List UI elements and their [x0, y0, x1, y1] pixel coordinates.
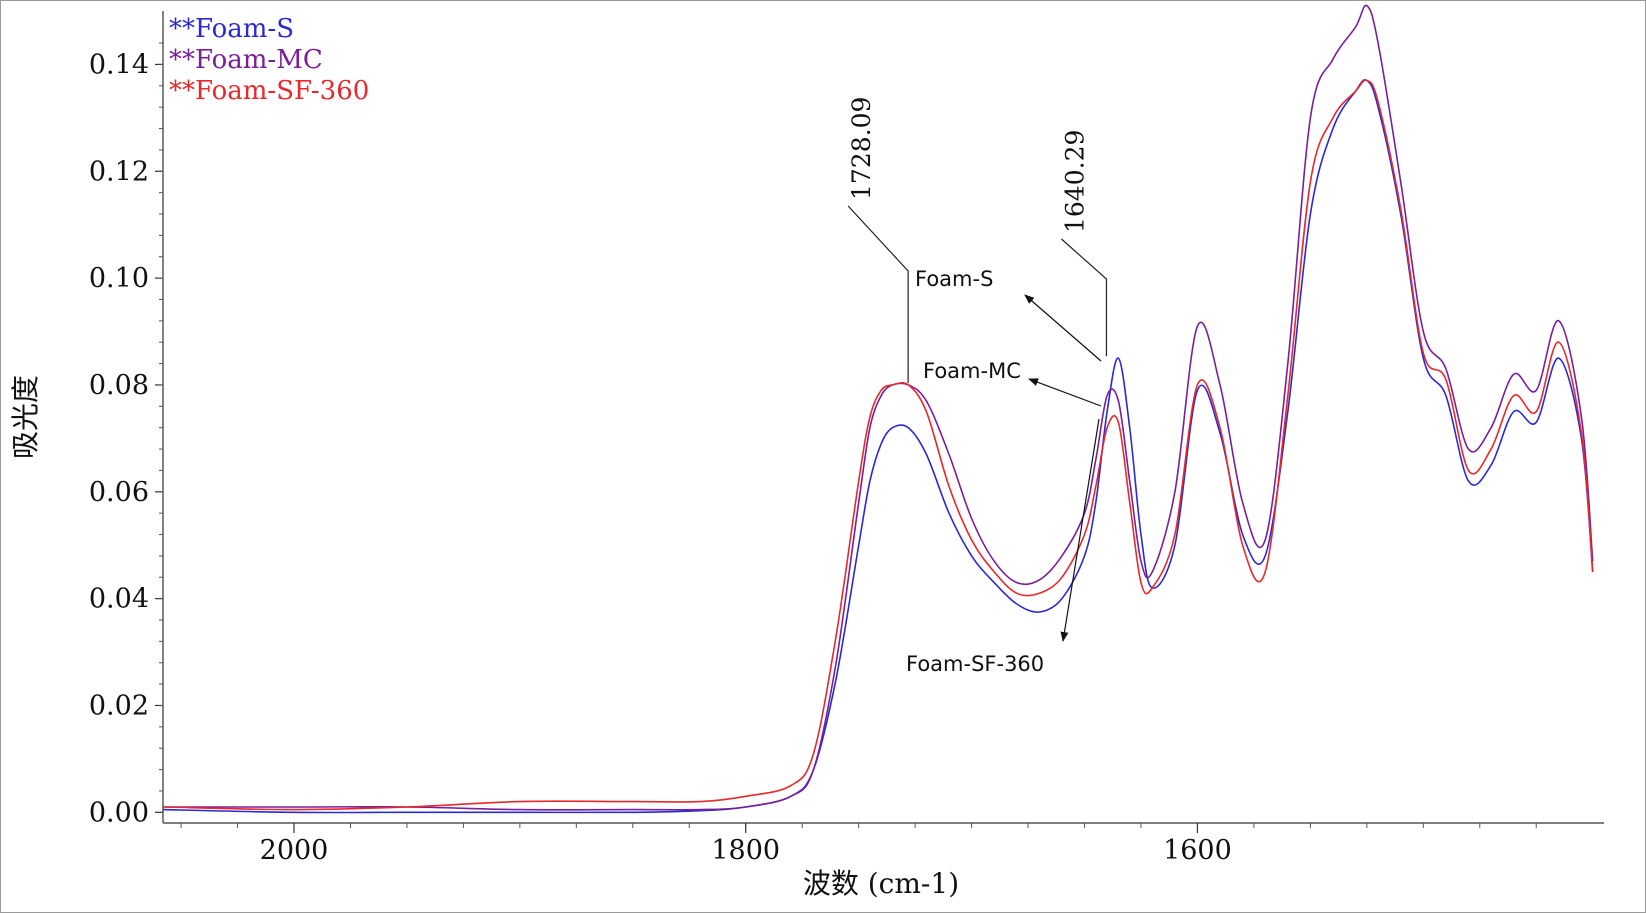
- peak-labels: 1728.09 1640.29: [847, 97, 1108, 383]
- series-group: [162, 4, 1594, 814]
- x-tick-label: 2000: [260, 835, 329, 866]
- annotation-label: Foam-MC: [923, 359, 1021, 383]
- y-tick-label: 0.14: [89, 49, 149, 80]
- y-tick-label: 0.04: [89, 584, 149, 615]
- x-ticks: 2000 1800 1600: [180, 823, 1537, 866]
- y-tick-label: 0.12: [89, 156, 149, 187]
- y-tick-label: 0.06: [89, 477, 149, 508]
- y-tick-label: 0.00: [89, 797, 149, 828]
- legend-entry: **Foam-S: [169, 14, 294, 44]
- annotations: Foam-S Foam-MC Foam-SF-360: [906, 267, 1102, 676]
- y-tick-label: 0.10: [89, 263, 149, 294]
- legend-entry: **Foam-SF-360: [169, 76, 369, 106]
- y-tick-label: 0.02: [89, 690, 149, 721]
- series-line-foam-mc: [163, 4, 1594, 811]
- annotation-arrow: [1060, 418, 1100, 642]
- peak-leader-line: [847, 205, 909, 383]
- annotation-label: Foam-SF-360: [906, 652, 1044, 676]
- y-axis-title: 吸光度: [9, 375, 42, 459]
- x-tick-label: 1800: [711, 835, 780, 866]
- series-line-foam-s: [162, 78, 1594, 814]
- x-axis-title: 波数 (cm-1): [803, 867, 959, 900]
- annotation-arrow: [1024, 294, 1102, 362]
- y-ticks: 0.00 0.02 0.04 0.06 0.08 0.10 0.12 0.14: [89, 42, 163, 828]
- legend-entry: **Foam-MC: [169, 45, 323, 75]
- x-tick-label: 1600: [1163, 835, 1232, 866]
- peak-label: 1640.29: [1060, 130, 1089, 233]
- axes: [162, 11, 1604, 824]
- legend: **Foam-S**Foam-MC**Foam-SF-360: [169, 14, 369, 106]
- annotation-label: Foam-S: [915, 267, 993, 291]
- annotation-arrow: [1028, 378, 1102, 407]
- y-tick-label: 0.08: [89, 370, 149, 401]
- series-line-foam-sf-360: [162, 79, 1594, 811]
- peak-label: 1728.09: [847, 97, 876, 200]
- peak-leader-line: [1061, 238, 1108, 357]
